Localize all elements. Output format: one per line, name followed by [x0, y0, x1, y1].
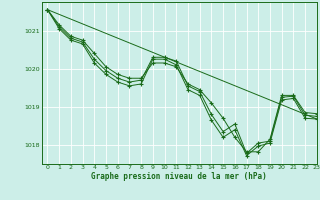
X-axis label: Graphe pression niveau de la mer (hPa): Graphe pression niveau de la mer (hPa) — [91, 172, 267, 181]
